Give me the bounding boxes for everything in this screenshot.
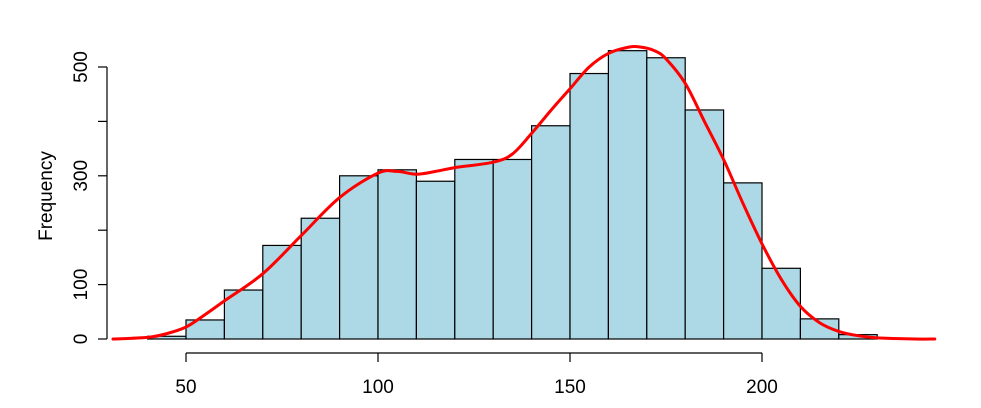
- histogram-bar: [377, 169, 418, 340]
- histogram-bar: [530, 125, 571, 340]
- histogram-bar: [607, 50, 648, 340]
- histogram-bar: [799, 318, 840, 340]
- y-axis: 0 100 300 500: [71, 51, 108, 345]
- y-tick-label: 300: [71, 160, 92, 192]
- histogram-bars: [147, 50, 878, 340]
- x-tick-label: 100: [362, 377, 394, 398]
- x-tick-label: 200: [746, 377, 778, 398]
- y-axis-title: Frequency: [36, 151, 57, 241]
- histogram-bar: [722, 182, 763, 340]
- histogram-bar: [415, 180, 456, 340]
- x-axis: 50 100 150 200: [175, 352, 778, 398]
- y-tick-label: 500: [71, 51, 92, 83]
- histogram-bar: [684, 109, 725, 340]
- y-tick-label: 0: [71, 334, 92, 345]
- density-curve: [111, 45, 937, 341]
- y-tick-label: 100: [71, 269, 92, 301]
- histogram-bar: [339, 175, 379, 340]
- histogram-bar: [262, 244, 302, 340]
- histogram-bar: [454, 158, 494, 340]
- x-tick-label: 150: [554, 377, 586, 398]
- histogram-bar: [569, 72, 610, 340]
- x-tick-label: 50: [175, 377, 196, 398]
- histogram-bar: [300, 217, 341, 340]
- histogram-bar: [646, 57, 686, 340]
- histogram-bar: [492, 158, 533, 340]
